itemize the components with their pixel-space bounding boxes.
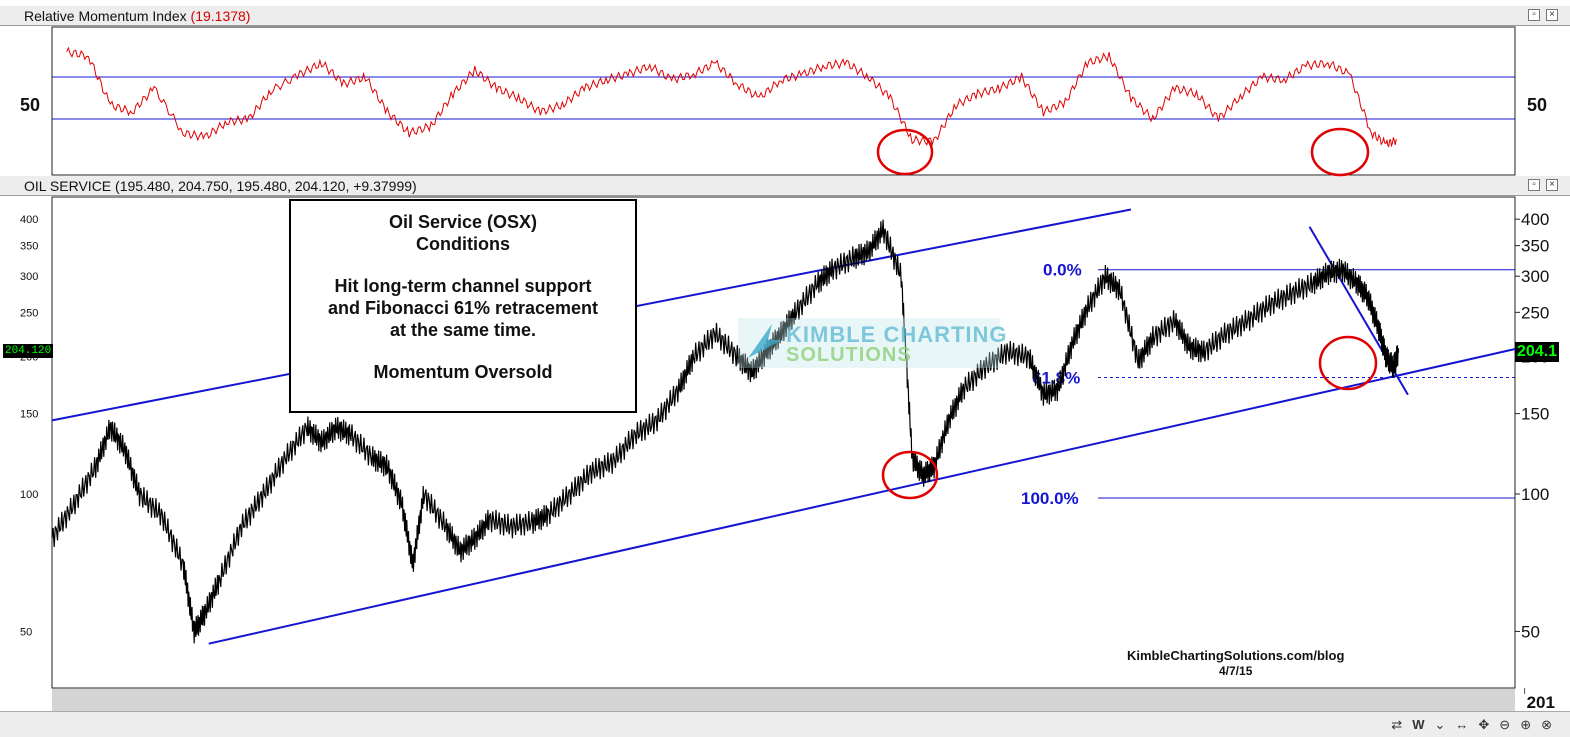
rmi-series-line bbox=[66, 46, 1398, 148]
rmi-panel-title: Relative Momentum Index (19.1378) bbox=[24, 8, 250, 24]
watermark-logo: KIMBLE CHARTING SOLUTIONS bbox=[738, 318, 1007, 368]
y-tick-label-right: 100 bbox=[1521, 485, 1549, 504]
y-tick-label-right: 350 bbox=[1521, 237, 1549, 256]
rmi-value: (19.1378) bbox=[190, 8, 251, 24]
zoom-in-icon[interactable]: ⊕ bbox=[1520, 717, 1532, 732]
watermark-line1: KIMBLE CHARTING bbox=[786, 322, 1008, 347]
toolbar-icons: ⇄ W ⌄ ↔ ✥ ⊖ ⊕ ⊗ bbox=[1391, 717, 1552, 733]
rmi-oversold-circle-2008 bbox=[876, 128, 934, 176]
annotation-line1: Oil Service (OSX) bbox=[388, 212, 538, 232]
y-tick-label-left: 150 bbox=[20, 409, 38, 421]
fib-label-level100: 100.0% bbox=[1021, 489, 1079, 508]
last-price-badge-right: 204.1 bbox=[1515, 342, 1560, 362]
fib-label-level0: 0.0% bbox=[1043, 261, 1082, 280]
maximize-icon[interactable]: ▫ bbox=[1528, 9, 1540, 21]
rmi-panel-header: Relative Momentum Index (19.1378) ▫ × bbox=[0, 6, 1570, 26]
rmi-oversold-circle-2015 bbox=[1310, 127, 1370, 177]
annotation-box: Oil Service (OSX) Conditions Hit long-te… bbox=[289, 199, 637, 413]
price-series-line bbox=[51, 219, 1400, 644]
channel-lower-line bbox=[208, 345, 1525, 645]
annotation-line2: Conditions bbox=[416, 234, 510, 254]
y-tick-label-left: 400 bbox=[20, 214, 38, 226]
y-tick-label-right: 50 bbox=[1521, 622, 1540, 641]
chevron-down-icon[interactable]: ⌄ bbox=[1434, 717, 1446, 732]
x-tick-label: 201 bbox=[1527, 693, 1555, 712]
rmi-axis-label-right: 50 bbox=[1527, 95, 1547, 115]
y-tick-label-right: 250 bbox=[1521, 303, 1549, 322]
zoom-out-icon[interactable]: ⊖ bbox=[1499, 717, 1511, 732]
rmi-axis-label-left: 50 bbox=[20, 95, 40, 115]
rmi-window-buttons: ▫ × bbox=[1528, 9, 1558, 21]
watermark-arrow-icon bbox=[738, 318, 1000, 368]
rmi-plot-frame bbox=[51, 26, 1516, 176]
bottom-toolbar: ⇄ W ⌄ ↔ ✥ ⊖ ⊕ ⊗ bbox=[0, 711, 1570, 737]
y-tick-label-left: 300 bbox=[20, 271, 38, 283]
move-icon[interactable]: ✥ bbox=[1478, 717, 1490, 732]
stop-icon[interactable]: ⊗ bbox=[1541, 717, 1552, 732]
annotation-line4: and Fibonacci 61% retracement bbox=[327, 298, 599, 318]
close-icon[interactable]: × bbox=[1546, 9, 1558, 21]
annotation-line3: Hit long-term channel support bbox=[334, 276, 592, 296]
expand-icon[interactable]: ↔ bbox=[1455, 717, 1469, 732]
price-panel-header: OIL SERVICE (195.480, 204.750, 195.480, … bbox=[0, 176, 1570, 196]
y-tick-label-right: 400 bbox=[1521, 210, 1549, 229]
rmi-title-text: Relative Momentum Index bbox=[24, 8, 187, 24]
last-price-badge-left: 204.120 bbox=[3, 344, 54, 358]
y-tick-label-left: 100 bbox=[20, 489, 38, 501]
price-support-circle-2009 bbox=[881, 450, 939, 500]
credit-date: 4/7/15 bbox=[1219, 664, 1253, 678]
credit-site: KimbleChartingSolutions.com/blog bbox=[1127, 648, 1345, 663]
price-window-buttons: ▫ × bbox=[1528, 179, 1558, 191]
y-tick-label-right: 150 bbox=[1521, 405, 1549, 424]
close-icon[interactable]: × bbox=[1546, 179, 1558, 191]
sync-icon[interactable]: ⇄ bbox=[1391, 717, 1403, 732]
price-support-circle-2015 bbox=[1318, 335, 1378, 391]
fib-label-level618: 61.8% bbox=[1032, 368, 1080, 387]
annotation-line6: Momentum Oversold bbox=[373, 362, 553, 382]
y-tick-label-right: 300 bbox=[1521, 267, 1549, 286]
x-axis-bar bbox=[52, 688, 1515, 712]
price-plot-frame bbox=[51, 196, 1516, 689]
watermark-line2: SOLUTIONS bbox=[786, 344, 912, 366]
price-panel-title: OIL SERVICE (195.480, 204.750, 195.480, … bbox=[24, 178, 417, 194]
annotation-line5: at the same time. bbox=[389, 320, 537, 340]
y-tick-label-left: 350 bbox=[20, 241, 38, 253]
y-tick-label-left: 250 bbox=[20, 307, 38, 319]
period-button[interactable]: W bbox=[1412, 717, 1425, 732]
maximize-icon[interactable]: ▫ bbox=[1528, 179, 1540, 191]
y-tick-label-left: 50 bbox=[20, 626, 32, 638]
